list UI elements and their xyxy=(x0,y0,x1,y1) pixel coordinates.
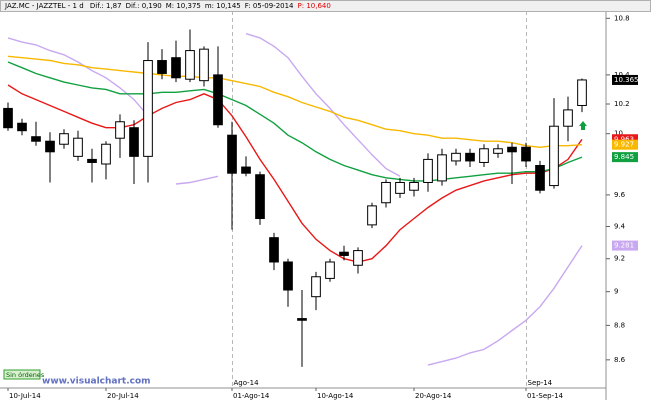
y-tick-label: 10.4 xyxy=(614,71,630,79)
y-tick-label: 8.8 xyxy=(614,321,625,329)
x-tick-label: 20-Ago-14 xyxy=(415,392,452,400)
status-label: Sin órdenes xyxy=(6,371,45,379)
candle-body xyxy=(3,107,13,129)
candle-body xyxy=(45,140,55,153)
signal-arrow-up xyxy=(579,121,587,130)
candle-body xyxy=(507,146,517,153)
header-alert: P: 10,640 xyxy=(297,2,331,10)
header-stat: Dif.: 0,190 xyxy=(125,2,162,10)
candle-body xyxy=(31,136,41,142)
price-marker xyxy=(612,240,638,251)
price-marker-label: 9.927 xyxy=(614,141,634,149)
candle-body xyxy=(479,148,489,163)
y-tick-label: 10 xyxy=(614,130,623,138)
candle-body xyxy=(577,79,587,106)
candle-body xyxy=(143,60,153,157)
y-tick-label: 9.6 xyxy=(614,191,626,199)
y-tick-label: 10.8 xyxy=(614,14,630,22)
price-marker-label: 10.365 xyxy=(614,76,639,84)
status-box xyxy=(3,369,41,380)
candle-body xyxy=(255,174,265,220)
candle-body xyxy=(297,318,307,321)
y-tick-label: 10.2 xyxy=(614,100,630,108)
candle-body xyxy=(465,152,475,162)
candle-body xyxy=(87,158,97,163)
header-stat: m: 10,145 xyxy=(204,2,241,10)
month-label: Ago-14 xyxy=(234,379,260,387)
indicator-line xyxy=(7,84,583,263)
candle-body xyxy=(521,146,531,162)
candle-body xyxy=(171,57,181,79)
price-marker xyxy=(612,152,638,163)
indicator-line xyxy=(7,55,583,149)
candle-body xyxy=(381,181,391,204)
candle-body xyxy=(339,251,349,256)
x-tick-label: 20-Jul-14 xyxy=(107,392,139,400)
x-tick-label: 10-Ago-14 xyxy=(317,392,354,400)
candle-body xyxy=(423,158,433,183)
x-tick-label: 10-Jul-14 xyxy=(9,392,41,400)
candle-body xyxy=(17,122,27,132)
candle-body xyxy=(283,261,293,291)
y-tick-label: 9.4 xyxy=(614,222,626,230)
indicator-line xyxy=(7,33,583,366)
candle-body xyxy=(409,181,419,191)
plot-area xyxy=(0,11,606,388)
x-tick-label: 01-Sep-14 xyxy=(527,392,564,400)
header-title: JAZ.MC - JAZZTEL - 1 d xyxy=(5,2,84,10)
header-stat: Dif.: 1,87 xyxy=(89,2,122,10)
candle-body xyxy=(563,109,573,127)
candle-body xyxy=(367,205,377,226)
header-stat: F: 05-09-2014 xyxy=(244,2,294,10)
price-marker xyxy=(612,139,638,150)
price-marker xyxy=(612,134,638,145)
watermark: www.visualchart.com xyxy=(42,377,151,387)
candle-body xyxy=(241,166,251,174)
price-marker-label: 9.845 xyxy=(614,153,634,161)
price-marker xyxy=(612,74,638,85)
price-marker-label: 9.281 xyxy=(614,242,634,250)
indicator-line xyxy=(7,61,583,182)
candle-body xyxy=(59,133,69,145)
candle-body xyxy=(451,152,461,162)
candle-body xyxy=(129,127,139,157)
candle-body xyxy=(311,276,321,298)
month-label: Sep-14 xyxy=(528,379,553,387)
candle-body xyxy=(227,134,237,174)
y-tick-label: 9.2 xyxy=(614,255,625,263)
candle-body xyxy=(493,148,503,154)
header-stat: M: 10,375 xyxy=(165,2,201,10)
candle-body xyxy=(157,60,167,74)
candle-body xyxy=(437,154,447,182)
candle-body xyxy=(101,143,111,165)
price-marker-label: 9.963 xyxy=(614,135,634,143)
candle-body xyxy=(535,165,545,191)
candle-body xyxy=(395,181,405,194)
candle-body xyxy=(185,50,195,80)
candle-body xyxy=(269,237,279,263)
candle-body xyxy=(115,121,125,139)
y-tick-label: 8.6 xyxy=(614,356,626,364)
header-bar: JAZ.MC - JAZZTEL - 1 d Dif.: 1,87 Dif.: 0… xyxy=(0,0,651,12)
candle-body xyxy=(213,74,223,126)
candle-body xyxy=(549,125,559,187)
candle-body xyxy=(73,137,83,157)
x-tick-label: 01-Ago-14 xyxy=(233,392,270,400)
candle-body xyxy=(353,250,363,266)
y-tick-label: 9 xyxy=(614,288,618,296)
candle-body xyxy=(325,261,335,279)
candle-body xyxy=(199,48,209,82)
